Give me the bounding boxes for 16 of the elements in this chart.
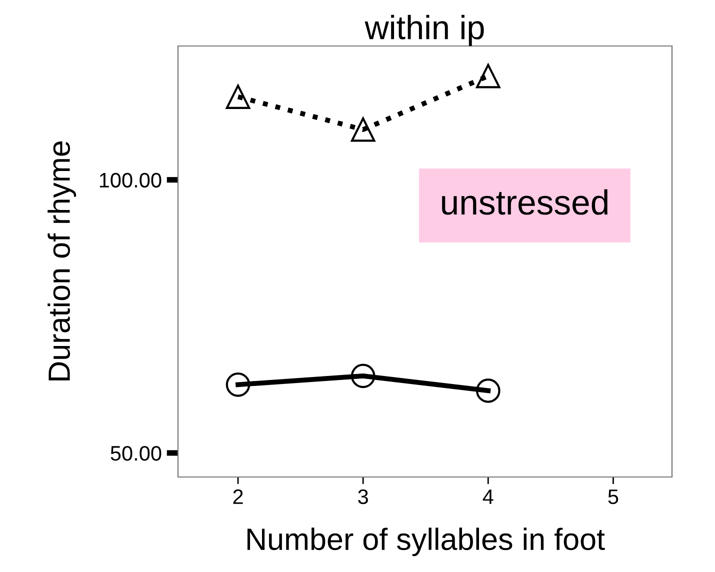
point <box>476 64 500 88</box>
chart-title: within ip <box>364 14 484 46</box>
y-axis-title: Duration of rhyme <box>48 141 76 380</box>
x-tick-label: 4 <box>482 490 494 504</box>
x-tick-label: 5 <box>608 490 618 504</box>
x-tick-label: 3 <box>358 489 368 504</box>
point <box>350 364 376 388</box>
point <box>226 84 250 109</box>
y-tick-label: 100.00 <box>100 172 162 188</box>
x-axis-title: Number of syllables in foot <box>247 528 605 556</box>
point <box>350 117 376 142</box>
x-tick-label: 2 <box>233 489 243 504</box>
point <box>476 378 500 403</box>
point <box>226 372 250 397</box>
annotation: unstressed <box>442 189 608 215</box>
y-tick-label: 50.00 <box>110 446 162 461</box>
